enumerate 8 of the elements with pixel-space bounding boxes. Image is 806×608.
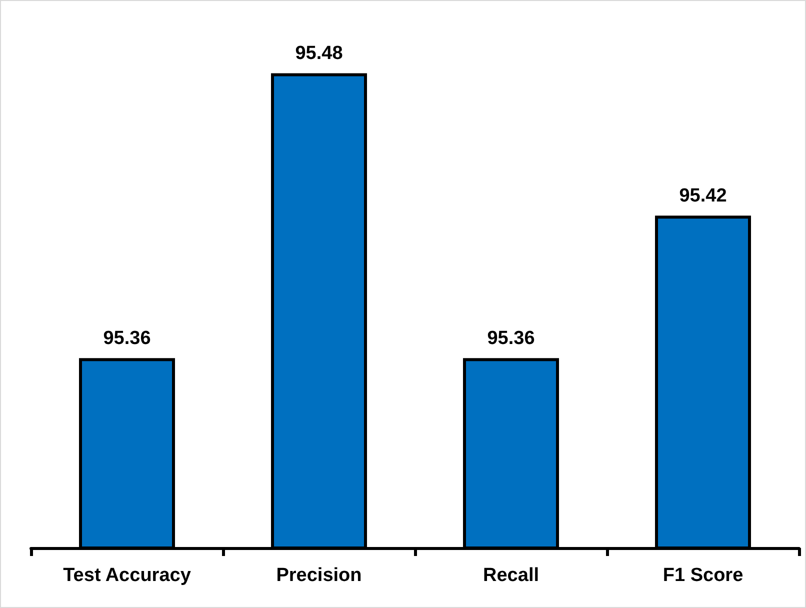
data-label: 95.42 — [679, 186, 727, 207]
x-tick-label: Recall — [483, 565, 539, 586]
data-label: 95.36 — [487, 328, 535, 350]
x-tick-label: Precision — [276, 565, 362, 586]
data-label: 95.36 — [103, 328, 151, 350]
x-tick-label: F1 Score — [662, 565, 744, 586]
data-label: 95.48 — [295, 43, 343, 64]
x-tick-label: Test Accuracy — [63, 565, 192, 586]
